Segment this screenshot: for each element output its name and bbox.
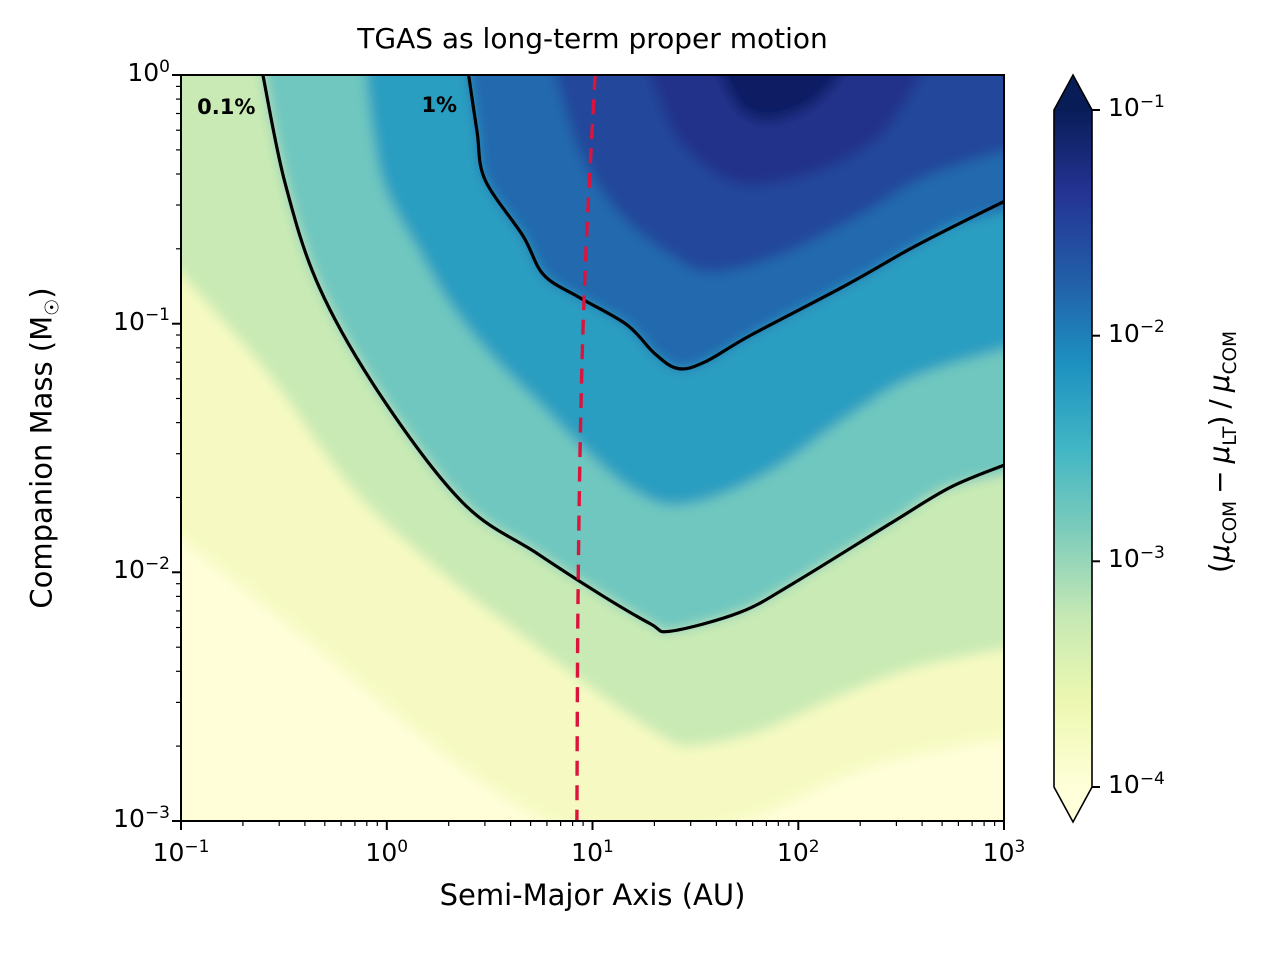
x-tick-label: 10−1 <box>152 836 210 867</box>
colorbar <box>1053 73 1100 824</box>
colorbar-tick-label: 10−4 <box>1108 768 1165 799</box>
axis-ticks <box>172 74 1005 830</box>
y-tick-label: 10−2 <box>113 553 170 585</box>
mu-symbol: μ <box>1203 544 1237 563</box>
x-tick-label: 100 <box>365 836 409 867</box>
chart-title: TGAS as long-term proper motion <box>357 22 828 55</box>
reference-dashed-line <box>575 75 597 821</box>
x-tick-label: 102 <box>776 836 820 867</box>
colorbar-lower-arrow <box>1054 787 1092 822</box>
sub-com: COM <box>1219 500 1241 545</box>
sub-com: COM <box>1219 330 1241 375</box>
y-axis-label-close: ) <box>24 287 59 299</box>
colorbar-tick-label: 10−3 <box>1108 542 1165 574</box>
colorbar-tick-label: 10−1 <box>1108 91 1165 122</box>
heatmap-field <box>181 75 1004 821</box>
y-tick-label: 100 <box>127 56 170 87</box>
mu-symbol: μ <box>1203 374 1237 393</box>
contour-label-0.1%: 0.1% <box>197 95 256 120</box>
contour-label-1%: 1% <box>421 92 458 117</box>
contour-line-0.1% <box>261 75 1004 634</box>
slash-sign: / <box>1203 399 1237 409</box>
colorbar-upper-arrow <box>1054 75 1092 110</box>
mu-symbol: μ <box>1203 445 1237 464</box>
y-tick-label: 10−1 <box>113 305 170 336</box>
colorbar-tick-label: 10−2 <box>1108 317 1165 348</box>
x-tick-label: 103 <box>982 836 1026 867</box>
contour-line-1% <box>467 75 1004 371</box>
cb-close-paren: ) <box>1203 415 1237 427</box>
colorbar-label: (μCOM−μLT)/μCOM <box>1203 331 1241 573</box>
x-axis-label: Semi-Major Axis (AU) <box>439 878 746 912</box>
sub-lt: LT <box>1219 426 1241 446</box>
cb-open-paren: ( <box>1203 562 1237 574</box>
minus-sign: − <box>1203 470 1237 494</box>
y-tick-label: 10−3 <box>113 802 170 833</box>
x-tick-label: 101 <box>571 836 614 867</box>
